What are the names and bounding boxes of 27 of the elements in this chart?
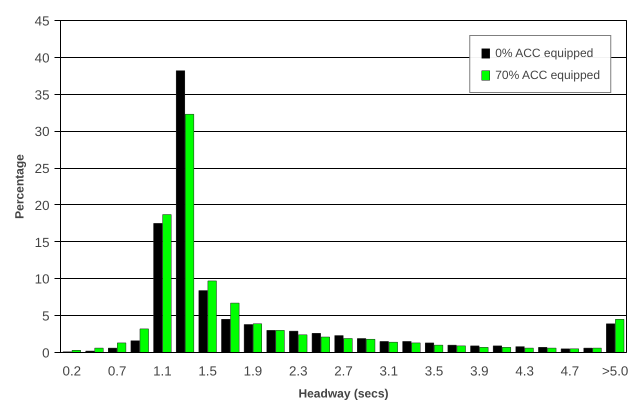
y-tick-label: 10 xyxy=(34,272,50,287)
x-tick-label: 1.5 xyxy=(198,364,217,378)
x-tick-label: 2.7 xyxy=(334,364,353,378)
legend-label: 0% ACC equipped xyxy=(495,46,594,60)
y-tick-label: 0 xyxy=(42,346,50,360)
x-tick-label: 4.7 xyxy=(560,364,580,378)
y-tick-label: 25 xyxy=(34,161,50,176)
x-tick-label: 0.7 xyxy=(108,364,126,378)
y-axis-title: Percentage xyxy=(12,154,27,219)
x-tick-label: 3.9 xyxy=(470,364,489,378)
x-tick-label: 3.1 xyxy=(380,364,398,378)
x-tick-label: 4.3 xyxy=(515,364,534,378)
x-tick-label: 2.3 xyxy=(288,364,308,378)
x-tick-label: 1.9 xyxy=(244,364,262,378)
y-tick-label: 15 xyxy=(34,234,50,250)
x-tick-label: 0.2 xyxy=(62,364,82,378)
legend-label: 70% ACC equipped xyxy=(495,68,600,82)
x-tick-label: >5.0 xyxy=(602,364,628,378)
x-tick-label: 3.5 xyxy=(424,364,444,378)
y-tick-label: 30 xyxy=(34,124,50,140)
x-axis-title: Headway (secs) xyxy=(298,386,389,400)
y-tick-label: 45 xyxy=(34,14,50,28)
y-tick-label: 5 xyxy=(42,308,50,324)
x-tick-label: 1.1 xyxy=(153,364,172,378)
y-tick-label: 35 xyxy=(34,87,50,102)
y-tick-label: 20 xyxy=(34,198,50,213)
y-tick-label: 40 xyxy=(34,50,50,66)
